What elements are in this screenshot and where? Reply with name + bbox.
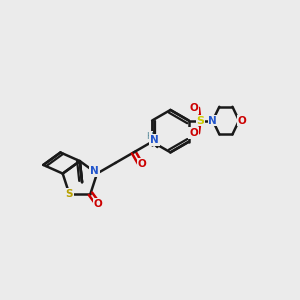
Text: O: O (189, 128, 198, 138)
Text: O: O (189, 103, 198, 113)
Text: S: S (196, 116, 205, 126)
Text: N: N (150, 135, 159, 145)
Text: O: O (94, 199, 102, 209)
Text: O: O (238, 116, 246, 126)
Text: N: N (208, 116, 217, 126)
Text: S: S (65, 189, 73, 199)
Text: O: O (138, 159, 146, 169)
Text: N: N (90, 166, 99, 176)
Text: H: H (146, 132, 152, 141)
